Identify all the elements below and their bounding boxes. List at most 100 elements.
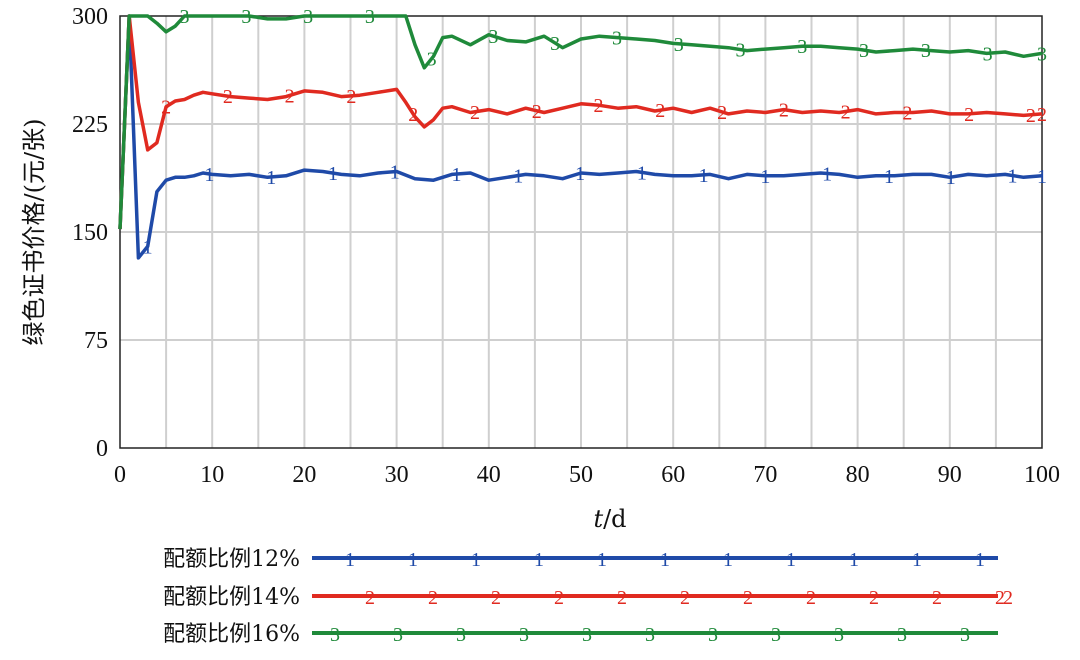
y-tick-label: 0 xyxy=(96,436,108,462)
legend-marker: 3 xyxy=(582,624,592,646)
series-marker: 1 xyxy=(699,165,709,187)
x-tick-label: 90 xyxy=(938,462,962,488)
x-tick-label: 30 xyxy=(385,462,409,488)
series-marker: 2 xyxy=(717,102,727,124)
legend-label: 配额比例16% xyxy=(163,622,300,647)
legend-marker: 1 xyxy=(534,549,544,571)
legend-marker: 3 xyxy=(897,624,907,646)
series-marker: 3 xyxy=(241,6,251,28)
series-layer: 11 1 1 1 1 1 1 1 1 1 1 1 1 1 12 2 2 22 2 2 2 2 2 2 2 2 2 2 23 3 3 333 3 3… xyxy=(118,6,1047,260)
series-marker: 3 xyxy=(1037,43,1047,65)
series-marker: 1 xyxy=(1007,166,1017,188)
legend-marker: 1 xyxy=(912,549,922,571)
legend-marker: 2 xyxy=(806,587,816,609)
series-marker: 3 xyxy=(488,26,498,48)
legend-label: 配额比例12% xyxy=(163,547,300,572)
legend-marker: 2 xyxy=(617,587,627,609)
series-line xyxy=(118,14,1043,230)
legend-marker: 1 xyxy=(408,549,418,571)
series-marker: 3 xyxy=(365,6,375,28)
y-tick-label: 225 xyxy=(72,112,108,138)
series-marker: 2 xyxy=(841,101,851,123)
series-marker: 3 xyxy=(427,49,437,71)
legend-marker: 1 xyxy=(723,549,733,571)
legend-marker: 1 xyxy=(660,549,670,571)
series-marker: 3 xyxy=(797,36,807,58)
series-marker: 1 xyxy=(266,167,276,189)
legend-marker: 2 xyxy=(680,587,690,609)
series-marker: 2 xyxy=(470,102,480,124)
series-marker: 2 xyxy=(594,95,604,117)
series-marker: 1 xyxy=(452,164,462,186)
grid-lines xyxy=(120,16,1042,448)
series-marker: 3 xyxy=(736,40,746,62)
x-tick-label: 60 xyxy=(661,462,685,488)
legend-marker: 1 xyxy=(849,549,859,571)
series-marker: 2 xyxy=(285,85,295,107)
x-tick-label: 100 xyxy=(1024,462,1060,488)
y-tick-label: 150 xyxy=(72,220,108,246)
series-marker: 1 xyxy=(760,166,770,188)
legend-marker: 2 xyxy=(365,587,375,609)
x-tick-label: 50 xyxy=(569,462,593,488)
legend-marker: 3 xyxy=(456,624,466,646)
legend: 配额比例12% 1 1 1 1 1 1 1 1 1 1 1 配额比例14% 2 2 2 2 2 2 2 2 2 2 22 配额比… xyxy=(163,547,1013,647)
plot-frame xyxy=(119,15,1043,449)
series-marker: 1 xyxy=(884,166,894,188)
x-axis-title: t/d xyxy=(593,505,626,533)
legend-marker: 3 xyxy=(519,624,529,646)
legend-marker: 3 xyxy=(834,624,844,646)
legend-marker: 3 xyxy=(708,624,718,646)
x-axis-title-unit: /d xyxy=(603,505,626,533)
series-3: 3 3 3 3 3 3 3 3 3 3 3 3 3 3 3 xyxy=(118,6,1047,230)
x-axis-title-variable: t xyxy=(593,505,603,533)
legend-marker: 3 xyxy=(393,624,403,646)
legend-marker: 1 xyxy=(345,549,355,571)
y-tick-label: 75 xyxy=(84,328,108,354)
series-marker: 1 xyxy=(575,163,585,185)
series-marker: 3 xyxy=(612,28,622,50)
series-marker: 1 xyxy=(637,162,647,184)
legend-marker: 1 xyxy=(597,549,607,571)
legend-marker: 1 xyxy=(975,549,985,571)
legend-marker: 1 xyxy=(786,549,796,571)
series-marker: 1 xyxy=(143,236,153,258)
legend-item: 配额比例12% 1 1 1 1 1 1 1 1 1 1 1 xyxy=(163,547,998,572)
series-2: 2 2 2 22 2 2 2 2 2 2 2 2 2 2 2 xyxy=(118,14,1047,230)
legend-marker: 2 xyxy=(995,587,1005,609)
series-marker: 2 xyxy=(532,101,542,123)
series-marker: 1 xyxy=(390,162,400,184)
series-marker: 2 xyxy=(408,104,418,126)
y-tick-labels: 0 75 150 225 300 xyxy=(72,4,108,462)
legend-marker: 1 xyxy=(471,549,481,571)
x-tick-label: 10 xyxy=(200,462,224,488)
series-line xyxy=(118,14,1043,230)
series-marker: 3 xyxy=(859,40,869,62)
legend-marker: 2 xyxy=(932,587,942,609)
x-tick-label: 0 xyxy=(114,462,126,488)
series-marker: 2 xyxy=(655,100,665,122)
legend-marker: 3 xyxy=(645,624,655,646)
series-marker: 3 xyxy=(180,6,190,28)
series-1: 11 1 1 1 1 1 1 1 1 1 1 1 1 1 1 xyxy=(118,14,1047,260)
x-tick-label: 40 xyxy=(477,462,501,488)
series-marker: 1 xyxy=(1037,166,1047,188)
series-marker: 3 xyxy=(921,40,931,62)
series-marker: 1 xyxy=(946,167,956,189)
legend-marker: 3 xyxy=(771,624,781,646)
legend-marker: 2 xyxy=(1003,587,1013,609)
series-marker: 2 xyxy=(1026,105,1036,127)
legend-item: 配额比例14% 2 2 2 2 2 2 2 2 2 2 22 xyxy=(163,585,1013,610)
legend-marker: 3 xyxy=(330,624,340,646)
series-marker: 3 xyxy=(550,33,560,55)
legend-marker: 2 xyxy=(428,587,438,609)
legend-marker: 3 xyxy=(960,624,970,646)
series-marker: 1 xyxy=(328,163,338,185)
legend-marker: 2 xyxy=(743,587,753,609)
series-marker: 2 xyxy=(779,100,789,122)
y-axis-title: 绿色证书价格/(元/张) xyxy=(20,119,48,346)
legend-marker: 2 xyxy=(554,587,564,609)
series-marker: 3 xyxy=(674,34,684,56)
series-marker: 2 xyxy=(902,102,912,124)
series-marker: 1 xyxy=(822,163,832,185)
